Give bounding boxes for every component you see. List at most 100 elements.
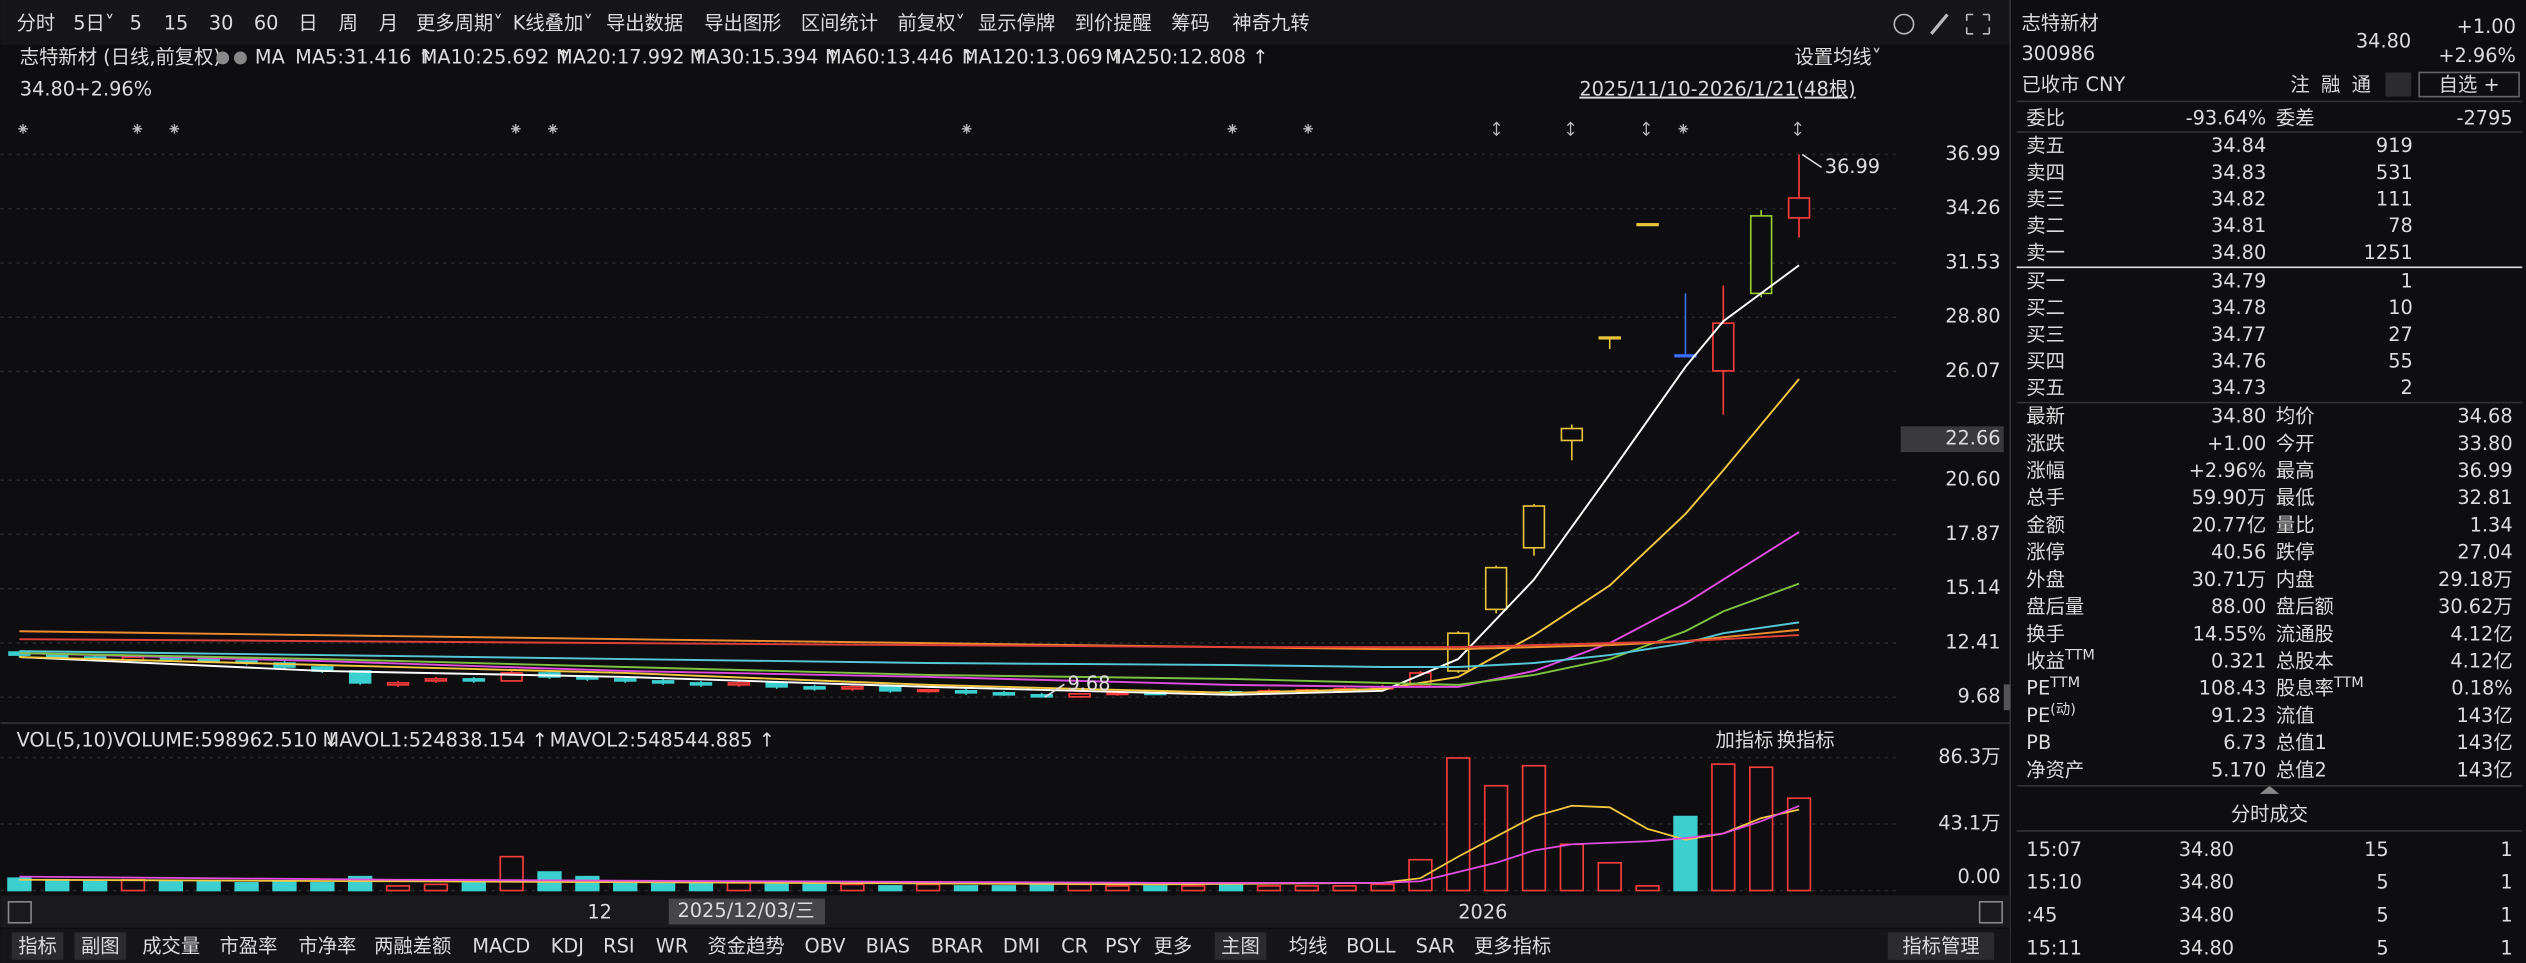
indicator-button[interactable]: 加指标 bbox=[1716, 728, 1774, 751]
candle-body bbox=[1674, 354, 1697, 358]
quote-button[interactable]: 融 bbox=[2321, 73, 2340, 96]
settings-button[interactable]: 设置均线˅ bbox=[1794, 45, 1881, 68]
volume-bar bbox=[1408, 858, 1433, 892]
candle-body bbox=[1068, 693, 1091, 698]
indicator-tab[interactable]: BRAR bbox=[931, 934, 984, 957]
trade-volume: 5 bbox=[2376, 871, 2388, 894]
toolbar-item[interactable]: 神奇九转 bbox=[1232, 12, 1309, 35]
book-level: 买四 bbox=[2026, 350, 2065, 373]
indicator-tab[interactable]: 更多 bbox=[1154, 934, 1193, 957]
indicator-tab[interactable]: 市净率 bbox=[298, 934, 356, 957]
candle-body bbox=[841, 686, 864, 690]
scroll-left[interactable] bbox=[7, 901, 32, 924]
candle-body bbox=[1636, 223, 1659, 227]
ma-line bbox=[19, 378, 1800, 694]
toolbar-item[interactable]: 筹码 bbox=[1171, 12, 1210, 35]
stat-value: 34.68 bbox=[2457, 405, 2512, 428]
stat-label: 最高 bbox=[2276, 459, 2315, 482]
indicator-tab[interactable]: DMI bbox=[1003, 934, 1040, 957]
indicator-tab[interactable]: 主图 bbox=[1221, 934, 1260, 957]
toolbar-item[interactable]: K线叠加˅ bbox=[513, 12, 593, 35]
indicator-tab[interactable]: 更多指标 bbox=[1474, 934, 1551, 957]
indicator-tab[interactable]: WR bbox=[656, 934, 689, 957]
toolbar-item[interactable]: 日 bbox=[298, 12, 317, 35]
indicator-tab[interactable]: 成交量 bbox=[142, 934, 200, 957]
trade-volume: 15 bbox=[2364, 838, 2389, 861]
book-volume: 2 bbox=[2401, 376, 2413, 399]
toolbar-item[interactable]: 到价提醒 bbox=[1075, 12, 1152, 35]
toolbar-item[interactable]: 分时 bbox=[17, 12, 56, 35]
indicator-tab[interactable]: 市盈率 bbox=[219, 934, 277, 957]
volume-bar bbox=[120, 878, 146, 892]
volume-bar bbox=[234, 882, 259, 892]
toolbar-item[interactable]: 区间统计 bbox=[801, 12, 878, 35]
bell-button[interactable] bbox=[2385, 72, 2412, 97]
toolbar-item[interactable]: 更多周期˅ bbox=[416, 12, 503, 35]
ma-line bbox=[19, 634, 1800, 649]
scroll-right[interactable] bbox=[1978, 901, 2003, 924]
quote-button[interactable]: 注 bbox=[2290, 73, 2309, 96]
toolbar-item[interactable]: 导出图形 bbox=[704, 12, 781, 35]
collapse-handle[interactable] bbox=[2259, 785, 2280, 794]
trade-count: 1 bbox=[2500, 871, 2512, 894]
volume-bar bbox=[1635, 885, 1660, 892]
stat-label: 涨幅 bbox=[2026, 459, 2065, 482]
toolbar-item[interactable]: 5 bbox=[130, 12, 142, 35]
toolbar-item[interactable]: 5日˅ bbox=[73, 12, 114, 35]
manage-button[interactable] bbox=[1887, 932, 1995, 960]
indicator-tab[interactable]: 均线 bbox=[1289, 934, 1328, 957]
watch-button[interactable] bbox=[2418, 71, 2520, 98]
indicator-tab[interactable]: MACD bbox=[472, 934, 530, 957]
indicator-tab[interactable]: PSY bbox=[1105, 934, 1141, 957]
toolbar-item[interactable]: 30 bbox=[209, 12, 234, 35]
toolbar-icons[interactable] bbox=[1893, 13, 1991, 35]
indicator-name: MA bbox=[255, 45, 286, 68]
stat-value: 91.23 bbox=[2211, 704, 2266, 727]
indicator-tab[interactable]: 指标 bbox=[18, 934, 57, 957]
toolbar-item[interactable]: 月 bbox=[379, 12, 398, 35]
volume-bar bbox=[991, 885, 1017, 892]
indicator-tab[interactable]: CR bbox=[1061, 934, 1088, 957]
toolbar-item[interactable]: 60 bbox=[254, 12, 279, 35]
annotation: 9.68 bbox=[1068, 672, 1111, 695]
toolbar-item[interactable]: 导出数据 bbox=[606, 12, 683, 35]
stat-label: 涨停 bbox=[2026, 541, 2065, 564]
volume-bar bbox=[272, 880, 297, 892]
indicator-tab[interactable]: 两融差额 bbox=[374, 934, 451, 957]
indicator-button[interactable]: 换指标 bbox=[1777, 728, 1835, 751]
legend-entry: MA250:12.808 ↑ bbox=[1105, 45, 1268, 68]
candle-body bbox=[1106, 692, 1129, 696]
book-price: 34.80 bbox=[2211, 241, 2266, 264]
ma-line bbox=[19, 264, 1800, 696]
toolbar-item[interactable]: 前复权˅ bbox=[897, 12, 965, 35]
toolbar-item[interactable]: 显示停牌 bbox=[978, 12, 1055, 35]
manage-label[interactable]: 指标管理 bbox=[1902, 934, 1979, 957]
indicator-tab[interactable]: OBV bbox=[804, 934, 846, 957]
panel-handle[interactable] bbox=[2003, 684, 2011, 711]
stat-value: +1.00 bbox=[2207, 432, 2266, 455]
legend-entry: MA120:13.069 ↑ bbox=[962, 45, 1125, 68]
indicator-tab[interactable]: RSI bbox=[603, 934, 634, 957]
toolbar-item[interactable]: 周 bbox=[339, 12, 358, 35]
volume-bar bbox=[310, 882, 335, 892]
stat-label: 股息率TTM bbox=[2276, 675, 2364, 700]
indicator-tab[interactable]: BIAS bbox=[866, 934, 910, 957]
volume-bar bbox=[1597, 861, 1622, 892]
book-volume: 27 bbox=[2388, 323, 2413, 346]
candle-body bbox=[1749, 215, 1773, 295]
candle-body bbox=[916, 689, 940, 693]
book-level: 卖四 bbox=[2026, 161, 2065, 184]
stat-sup: TTM bbox=[2333, 675, 2364, 691]
quote-button[interactable]: 通 bbox=[2352, 73, 2371, 96]
watch-label[interactable]: 自选 + bbox=[2439, 73, 2500, 96]
indicator-tab[interactable]: 资金趋势 bbox=[707, 934, 784, 957]
indicator-tab[interactable]: KDJ bbox=[551, 934, 584, 957]
annotation-arrow bbox=[1801, 153, 1823, 169]
book-volume: 1 bbox=[2401, 269, 2413, 292]
indicator-tab[interactable]: SAR bbox=[1416, 934, 1455, 957]
indicator-tab[interactable]: BOLL bbox=[1346, 934, 1396, 957]
y-tick-label: 28.80 bbox=[1945, 305, 2000, 328]
indicator-tab[interactable]: 副图 bbox=[81, 934, 120, 957]
book-label: 委比 bbox=[2026, 107, 2065, 130]
toolbar-item[interactable]: 15 bbox=[164, 12, 189, 35]
